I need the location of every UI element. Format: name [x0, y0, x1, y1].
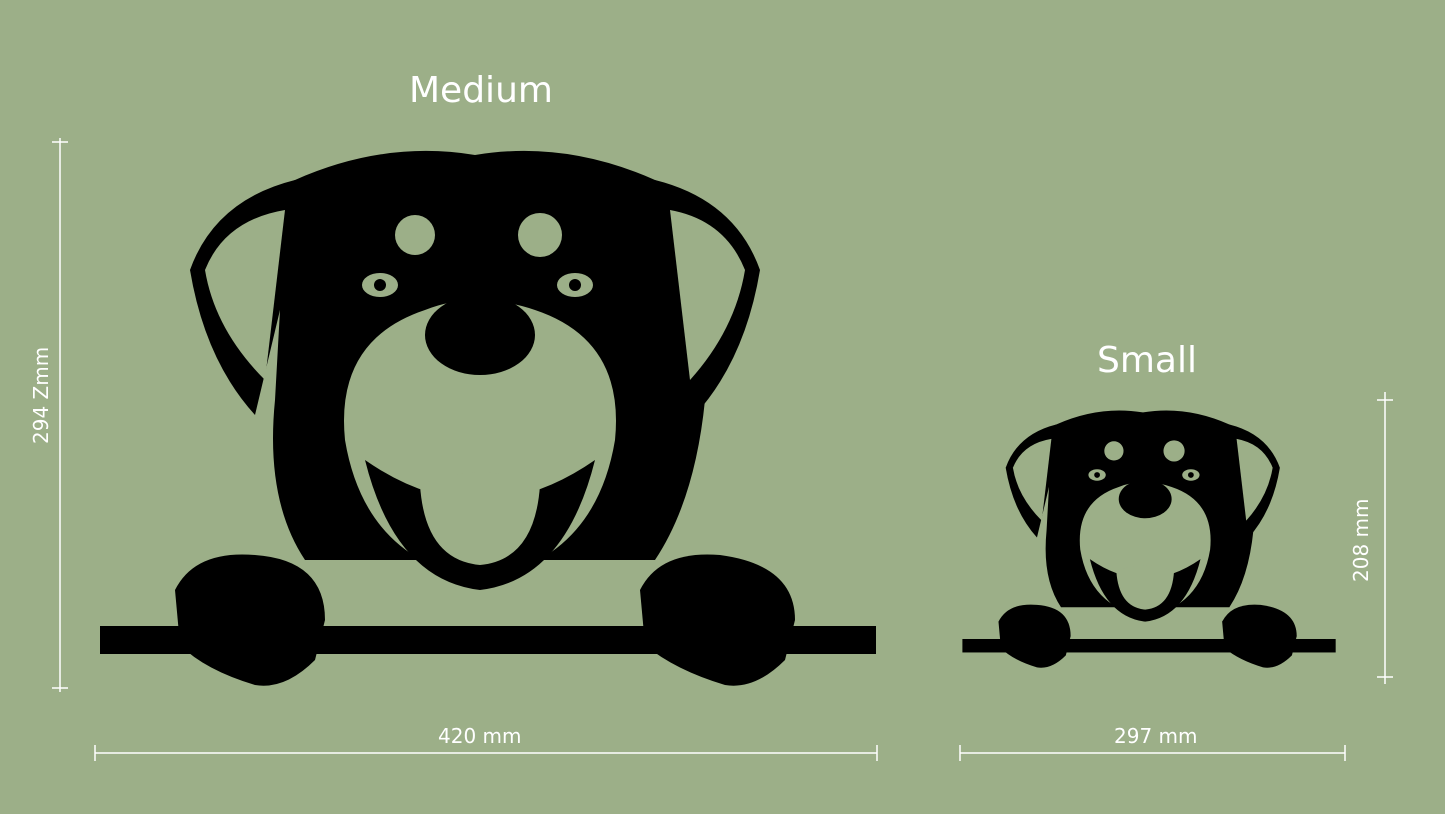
medium-size-title: Medium [409, 70, 553, 111]
small-height-label: 208 mm [1349, 498, 1373, 583]
small-size-title: Small [1097, 340, 1197, 381]
medium-height-label: 294 Zmm [29, 346, 53, 444]
medium-width-label: 420 mm [438, 724, 522, 748]
medium-dog-silhouette [100, 150, 876, 686]
small-dog-silhouette [962, 410, 1336, 668]
small-width-label: 297 mm [1114, 724, 1198, 748]
